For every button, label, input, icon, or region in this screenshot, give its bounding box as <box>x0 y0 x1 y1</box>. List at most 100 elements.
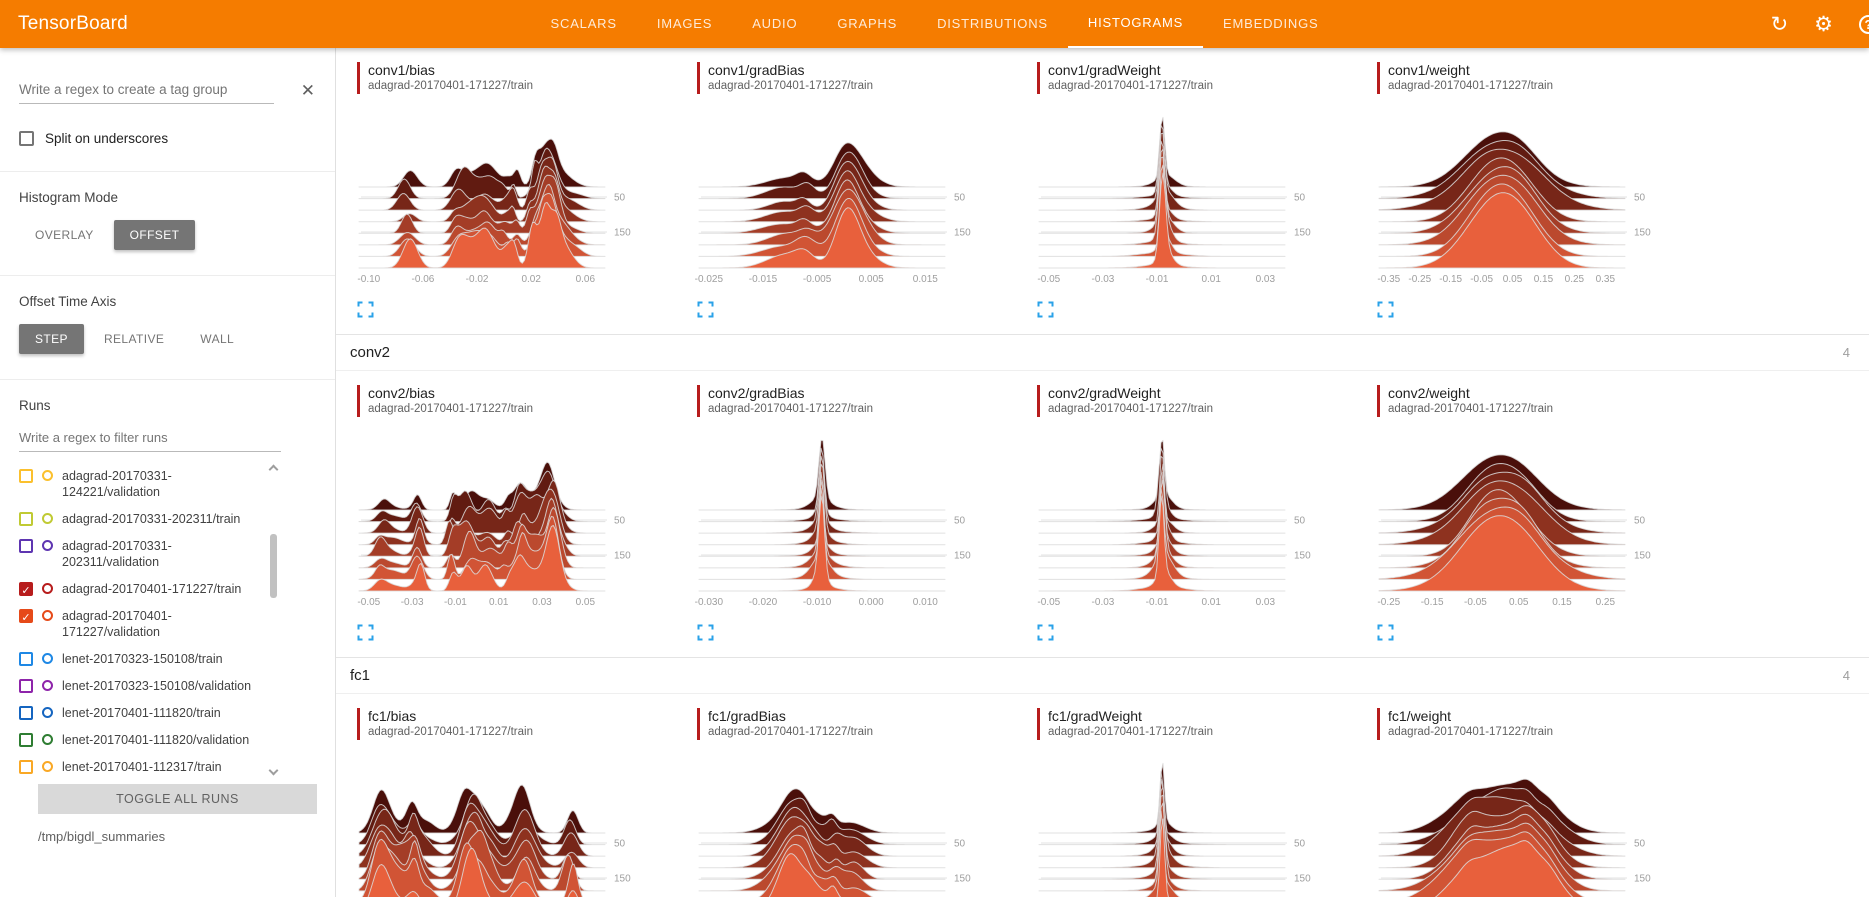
histogram-plot[interactable]: 50 150 <box>697 104 975 274</box>
x-tick-label: -0.01 <box>1145 274 1169 285</box>
run-item[interactable]: lenet-20170323-150108/validation <box>19 672 316 699</box>
tab-histograms[interactable]: HISTOGRAMS <box>1067 0 1204 48</box>
run-checkbox[interactable] <box>19 760 33 774</box>
run-checkbox[interactable] <box>19 512 33 526</box>
card-title: fc1/gradBias <box>708 708 786 724</box>
offset-axis-relative-button[interactable]: RELATIVE <box>88 324 180 354</box>
expand-button[interactable] <box>357 624 374 641</box>
run-item[interactable]: adagrad-20170331-202311/train <box>19 505 316 532</box>
svg-text:50: 50 <box>1294 516 1306 527</box>
offset-axis-wall-button[interactable]: WALL <box>184 324 250 354</box>
histogram-plot[interactable]: 50 150 <box>1037 750 1315 897</box>
histogram-plot[interactable]: 50 150 <box>357 427 635 597</box>
tab-graphs[interactable]: GRAPHS <box>837 16 898 31</box>
section-header[interactable]: conv2 4 <box>336 335 1869 371</box>
section-count: 4 <box>1842 345 1850 360</box>
run-color-circle <box>42 707 53 718</box>
card-run-name: adagrad-20170401-171227/train <box>1388 726 1553 738</box>
svg-text:150: 150 <box>1634 228 1651 239</box>
run-checkbox[interactable] <box>19 733 33 747</box>
settings-gear-icon[interactable]: ⚙ <box>1814 12 1833 36</box>
histogram-plot[interactable]: 50 150 <box>697 427 975 597</box>
run-checkbox[interactable] <box>19 469 33 483</box>
run-item[interactable]: adagrad-20170331-124221/validation <box>19 462 316 505</box>
x-axis-labels: -0.05 -0.03 -0.01 0.01 0.03 <box>1037 274 1297 289</box>
section-header[interactable]: fc1 4 <box>336 658 1869 694</box>
tag-filter-input[interactable] <box>19 78 274 104</box>
run-item[interactable]: lenet-20170323-150108/train <box>19 645 316 672</box>
expand-button[interactable] <box>697 624 714 641</box>
help-icon[interactable]: ? <box>1859 14 1869 34</box>
runs-filter-input[interactable] <box>19 426 281 452</box>
card-header: fc1/gradBias adagrad-20170401-171227/trai… <box>697 708 1026 740</box>
runs-label: Runs <box>19 398 51 413</box>
split-underscores-row[interactable]: Split on underscores <box>19 131 316 146</box>
expand-button[interactable] <box>1037 624 1054 641</box>
run-color-circle <box>42 734 53 745</box>
histogram-plot[interactable]: 50 150 <box>357 104 635 274</box>
run-item[interactable]: lenet-20170401-112317/train <box>19 753 316 780</box>
histogram-plot[interactable]: 50 150 <box>1037 427 1315 597</box>
tab-embeddings[interactable]: EMBEDDINGS <box>1223 16 1319 31</box>
tab-images[interactable]: IMAGES <box>656 16 713 31</box>
x-tick-label: -0.10 <box>357 274 381 285</box>
svg-text:150: 150 <box>954 228 971 239</box>
run-checkbox[interactable] <box>19 679 33 693</box>
scroll-up-icon[interactable] <box>268 464 279 475</box>
expand-button[interactable] <box>1377 624 1394 641</box>
histogram-plot[interactable]: 50 150 <box>1377 427 1655 597</box>
histogram-plot[interactable]: 50 150 <box>1037 104 1315 274</box>
x-axis-labels: -0.25 -0.15 -0.05 0.05 0.15 0.25 <box>1377 597 1637 612</box>
x-axis-labels: -0.030 -0.020 -0.010 0.000 0.010 <box>695 597 957 612</box>
run-checkbox[interactable] <box>19 539 33 553</box>
tab-distributions[interactable]: DISTRIBUTIONS <box>937 16 1048 31</box>
x-tick-label: 0.15 <box>1552 597 1572 608</box>
run-checkbox[interactable]: ✓ <box>19 609 33 624</box>
histogram-plot[interactable]: 50 150 <box>1377 104 1655 274</box>
card-title: fc1/weight <box>1388 708 1452 724</box>
x-tick-label: 0.02 <box>521 274 541 285</box>
toggle-all-runs-button[interactable]: TOGGLE ALL RUNS <box>38 784 317 814</box>
run-item[interactable]: lenet-20170401-111820/train <box>19 699 316 726</box>
refresh-icon[interactable]: ↻ <box>1770 12 1789 36</box>
offset-axis-step-button[interactable]: STEP <box>19 324 84 354</box>
x-tick-label: -0.15 <box>1420 597 1444 608</box>
run-item[interactable]: ✓ adagrad-20170401-171227/validation <box>19 602 316 645</box>
run-checkbox[interactable] <box>19 652 33 666</box>
run-list-scrollbar <box>267 464 280 778</box>
run-item[interactable]: adagrad-20170331-202311/validation <box>19 532 316 575</box>
svg-text:50: 50 <box>1294 193 1306 204</box>
run-item[interactable]: lenet-20170401-111820/validation <box>19 726 316 753</box>
histogram-plot[interactable]: 50 150 <box>697 750 975 897</box>
histogram-card: conv1/gradBias adagrad-20170401-171227/tr… <box>686 62 1026 318</box>
expand-button[interactable] <box>357 301 374 318</box>
histogram-plot[interactable]: 50 150 <box>1377 750 1655 897</box>
offset-time-axis-section: Offset Time Axis STEP RELATIVE WALL <box>0 275 335 354</box>
histogram-plot[interactable]: 50 150 <box>357 750 635 897</box>
split-underscores-checkbox[interactable] <box>19 131 34 146</box>
histogram-mode-overlay-button[interactable]: OVERLAY <box>19 220 110 250</box>
x-tick-label: 0.35 <box>1595 274 1616 285</box>
expand-button[interactable] <box>1037 301 1054 318</box>
x-tick-label: -0.03 <box>1091 597 1115 608</box>
scroll-down-icon[interactable] <box>268 765 279 776</box>
tab-audio[interactable]: AUDIO <box>752 16 798 31</box>
svg-text:150: 150 <box>614 874 631 885</box>
run-checkbox[interactable] <box>19 706 33 720</box>
tab-scalars[interactable]: SCALARS <box>550 16 617 31</box>
expand-button[interactable] <box>1377 301 1394 318</box>
card-header: conv1/bias adagrad-20170401-171227/train <box>357 62 686 94</box>
clear-filter-icon[interactable]: ✕ <box>300 81 315 100</box>
run-item[interactable]: ✓ adagrad-20170401-171227/train <box>19 575 316 602</box>
histograms-dashboard: conv1/bias adagrad-20170401-171227/train 5… <box>336 48 1869 897</box>
scrollbar-thumb[interactable] <box>270 534 277 598</box>
run-accent-bar <box>357 62 360 94</box>
svg-text:150: 150 <box>954 551 971 562</box>
run-checkbox[interactable]: ✓ <box>19 582 33 597</box>
histogram-card: conv2/bias adagrad-20170401-171227/train 5… <box>346 385 686 641</box>
expand-button[interactable] <box>697 301 714 318</box>
histogram-mode-offset-button[interactable]: OFFSET <box>113 220 196 250</box>
card-header: fc1/gradWeight adagrad-20170401-171227/tr… <box>1037 708 1366 740</box>
svg-text:50: 50 <box>954 193 966 204</box>
card-run-name: adagrad-20170401-171227/train <box>1048 726 1213 738</box>
